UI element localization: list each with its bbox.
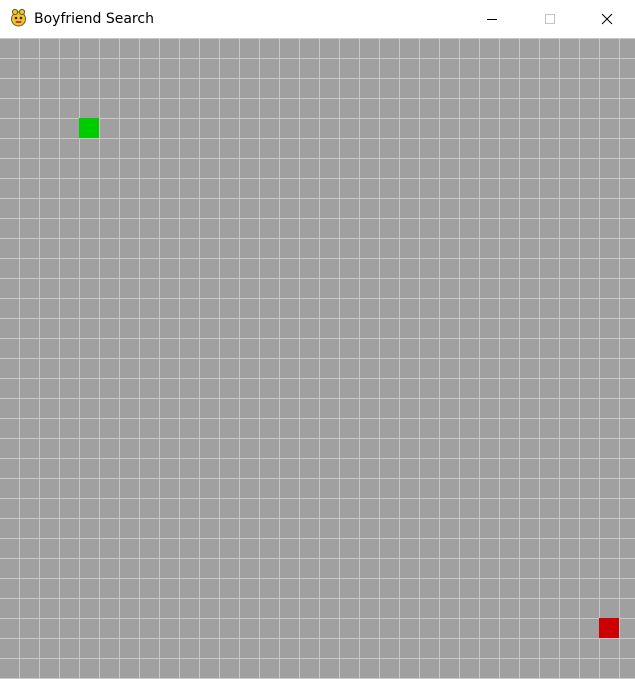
minimize-icon bbox=[487, 19, 497, 20]
close-button[interactable] bbox=[579, 0, 635, 38]
window-title: Boyfriend Search bbox=[34, 11, 154, 27]
close-icon bbox=[601, 13, 613, 25]
start-cell[interactable] bbox=[79, 118, 99, 138]
title-bar[interactable]: Boyfriend Search bbox=[0, 0, 635, 38]
maximize-icon bbox=[545, 14, 555, 24]
search-grid[interactable] bbox=[0, 38, 635, 679]
minimize-button[interactable] bbox=[463, 0, 521, 38]
goal-cell[interactable] bbox=[599, 618, 619, 638]
pygame-snake-icon bbox=[11, 8, 26, 27]
maximize-button[interactable] bbox=[521, 0, 579, 38]
